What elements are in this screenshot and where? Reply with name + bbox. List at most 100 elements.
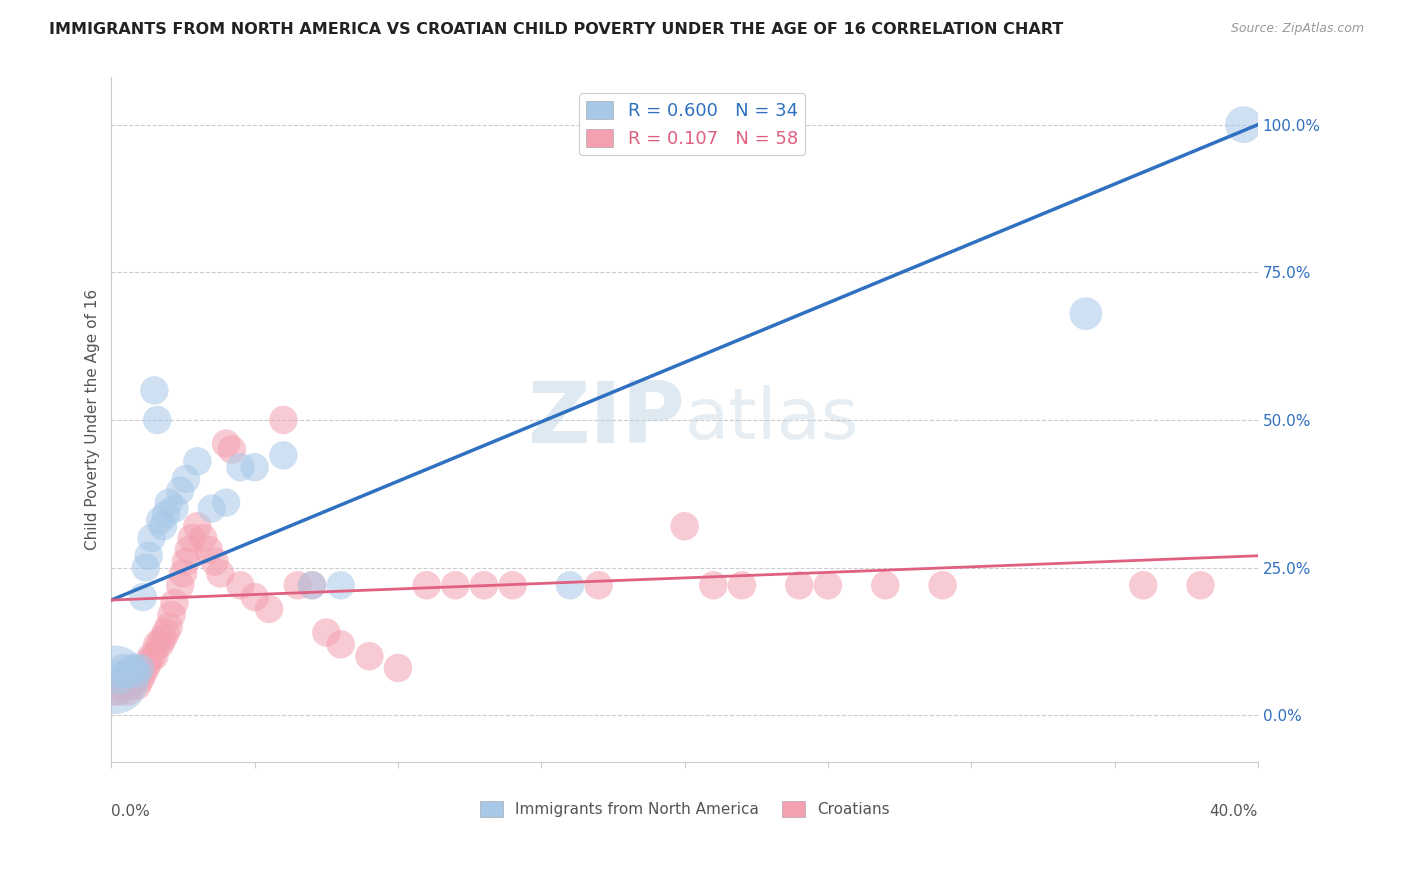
Point [143, 384, 166, 398]
Point [243, 460, 266, 475]
Point [138, 655, 160, 669]
Point [273, 449, 295, 463]
Point [169, 578, 191, 592]
Y-axis label: Child Poverty Under the Age of 16: Child Poverty Under the Age of 16 [86, 289, 100, 550]
Point [157, 619, 180, 633]
Point [132, 666, 155, 681]
Point [105, 679, 128, 693]
Point [215, 495, 238, 509]
Point [111, 673, 134, 687]
Point [114, 666, 136, 681]
Point [124, 673, 146, 687]
Point [174, 555, 197, 569]
Text: IMMIGRANTS FROM NORTH AMERICA VS CROATIAN CHILD POVERTY UNDER THE AGE OF 16 CORR: IMMIGRANTS FROM NORTH AMERICA VS CROATIA… [49, 22, 1063, 37]
Point [146, 637, 169, 651]
Point [129, 673, 152, 687]
Point [108, 673, 131, 687]
Point [143, 649, 166, 664]
Point [209, 566, 232, 581]
Point [135, 560, 157, 574]
Text: 0.0%: 0.0% [111, 804, 150, 819]
Point [201, 501, 224, 516]
Point [329, 637, 352, 651]
Point [931, 578, 953, 592]
Point [221, 442, 243, 457]
Point [198, 542, 221, 557]
Point [114, 679, 136, 693]
Point [191, 531, 214, 545]
Point [177, 542, 200, 557]
Point [163, 596, 186, 610]
Point [444, 578, 467, 592]
Point [1189, 578, 1212, 592]
Point [129, 661, 152, 675]
Point [359, 649, 381, 664]
Point [121, 661, 143, 675]
Point [273, 413, 295, 427]
Point [152, 519, 174, 533]
Point [141, 531, 163, 545]
Point [155, 625, 177, 640]
Point [329, 578, 352, 592]
Point [180, 531, 202, 545]
Point [169, 483, 191, 498]
Point [111, 661, 134, 675]
Text: 40.0%: 40.0% [1209, 804, 1258, 819]
Point [138, 549, 160, 563]
Point [502, 578, 524, 592]
Point [387, 661, 409, 675]
Point [215, 436, 238, 450]
Point [160, 607, 183, 622]
Point [141, 649, 163, 664]
Point [702, 578, 724, 592]
Point [152, 632, 174, 646]
Point [117, 684, 139, 698]
Point [301, 578, 323, 592]
Point [229, 460, 252, 475]
Point [127, 666, 149, 681]
Point [103, 684, 125, 698]
Point [243, 590, 266, 604]
Point [472, 578, 495, 592]
Point [155, 508, 177, 522]
Point [817, 578, 839, 592]
Point [415, 578, 437, 592]
Point [117, 666, 139, 681]
Point [163, 501, 186, 516]
Point [103, 673, 125, 687]
Text: ZIP: ZIP [527, 378, 685, 461]
Point [229, 578, 252, 592]
Point [157, 495, 180, 509]
Point [287, 578, 309, 592]
Point [124, 661, 146, 675]
Text: atlas: atlas [685, 385, 859, 454]
Point [127, 679, 149, 693]
Point [1132, 578, 1154, 592]
Point [588, 578, 610, 592]
Point [1074, 307, 1097, 321]
Point [132, 590, 155, 604]
Point [731, 578, 754, 592]
Point [135, 661, 157, 675]
Point [186, 454, 208, 468]
Point [301, 578, 323, 592]
Legend: Immigrants from North America, Croatians: Immigrants from North America, Croatians [474, 795, 896, 823]
Point [186, 519, 208, 533]
Point [108, 684, 131, 698]
Point [875, 578, 897, 592]
Point [149, 513, 172, 527]
Point [105, 666, 128, 681]
Point [149, 637, 172, 651]
Point [121, 679, 143, 693]
Point [787, 578, 810, 592]
Point [204, 555, 226, 569]
Point [172, 566, 194, 581]
Point [257, 602, 280, 616]
Point [673, 519, 696, 533]
Point [315, 625, 337, 640]
Text: Source: ZipAtlas.com: Source: ZipAtlas.com [1230, 22, 1364, 36]
Point [146, 413, 169, 427]
Point [174, 472, 197, 486]
Point [1232, 118, 1254, 132]
Point [558, 578, 581, 592]
